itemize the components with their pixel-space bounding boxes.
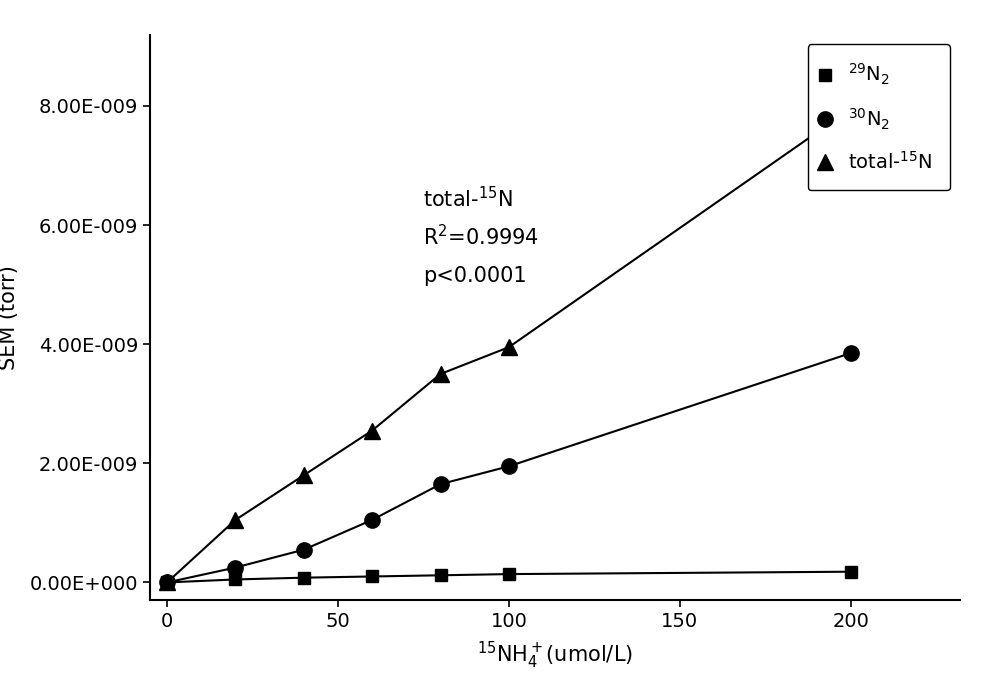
Line: $^{29}$N$_2$: $^{29}$N$_2$ bbox=[161, 566, 857, 589]
$^{30}$N$_2$ bbox=[161, 578, 173, 586]
$^{29}$N$_2$ bbox=[161, 578, 173, 586]
Legend: $^{29}$N$_2$, $^{30}$N$_2$, total-$^{15}$N: $^{29}$N$_2$, $^{30}$N$_2$, total-$^{15}… bbox=[808, 44, 950, 190]
$^{30}$N$_2$ bbox=[845, 349, 857, 357]
total-$^{15}$N bbox=[435, 370, 447, 378]
$^{29}$N$_2$ bbox=[229, 575, 241, 584]
$^{30}$N$_2$ bbox=[229, 564, 241, 572]
Text: total-$^{15}$N: total-$^{15}$N bbox=[423, 186, 514, 211]
$^{30}$N$_2$ bbox=[366, 515, 378, 524]
$^{30}$N$_2$ bbox=[298, 546, 310, 554]
$^{29}$N$_2$ bbox=[845, 568, 857, 576]
total-$^{15}$N bbox=[161, 578, 173, 586]
Text: p<0.0001: p<0.0001 bbox=[423, 266, 527, 286]
$^{29}$N$_2$ bbox=[435, 571, 447, 580]
total-$^{15}$N bbox=[298, 471, 310, 480]
Line: $^{30}$N$_2$: $^{30}$N$_2$ bbox=[159, 346, 858, 590]
$^{29}$N$_2$ bbox=[366, 572, 378, 580]
Text: R$^2$=0.9994: R$^2$=0.9994 bbox=[423, 224, 539, 250]
$^{30}$N$_2$ bbox=[435, 480, 447, 489]
Line: total-$^{15}$N: total-$^{15}$N bbox=[159, 101, 858, 590]
Y-axis label: SEM (torr): SEM (torr) bbox=[0, 265, 19, 370]
$^{30}$N$_2$ bbox=[503, 462, 515, 471]
total-$^{15}$N bbox=[229, 515, 241, 524]
total-$^{15}$N bbox=[845, 105, 857, 113]
$^{29}$N$_2$ bbox=[298, 573, 310, 582]
total-$^{15}$N bbox=[366, 426, 378, 435]
total-$^{15}$N bbox=[503, 343, 515, 351]
$^{29}$N$_2$ bbox=[503, 570, 515, 578]
X-axis label: $^{15}$NH$_4^+$(umol/L): $^{15}$NH$_4^+$(umol/L) bbox=[477, 640, 633, 671]
